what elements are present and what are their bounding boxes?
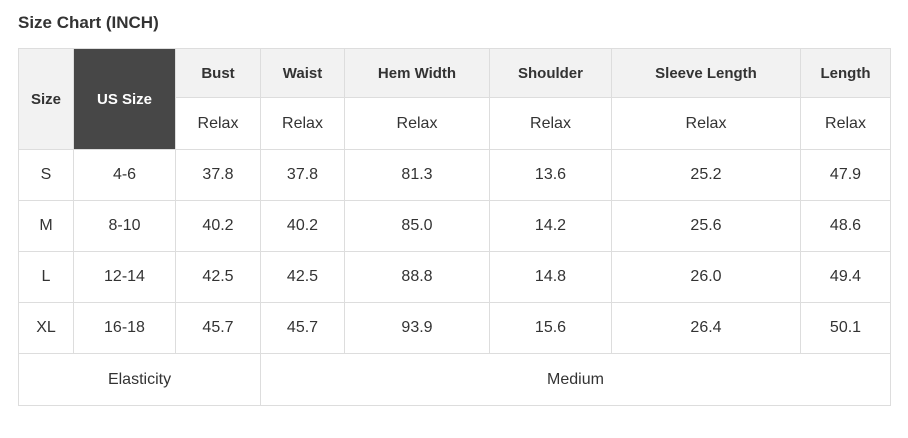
shoulder-cell: 14.2 <box>489 200 612 252</box>
subheader-waist-relax: Relax <box>260 97 345 150</box>
size-chart-table: Size US Size Bust Waist Hem Width Should… <box>18 48 891 406</box>
hem-width-cell: 81.3 <box>344 149 490 201</box>
col-header-waist: Waist <box>260 48 345 98</box>
bust-cell: 45.7 <box>175 302 261 354</box>
waist-cell: 40.2 <box>260 200 345 252</box>
hem-width-cell: 93.9 <box>344 302 490 354</box>
bust-cell: 42.5 <box>175 251 261 303</box>
bust-cell: 37.8 <box>175 149 261 201</box>
shoulder-cell: 15.6 <box>489 302 612 354</box>
table-header-row: Size US Size Bust Waist Hem Width Should… <box>18 48 891 150</box>
us-size-cell: 8-10 <box>73 200 176 252</box>
shoulder-cell: 13.6 <box>489 149 612 201</box>
size-cell: XL <box>18 302 74 354</box>
col-header-us-size: US Size <box>73 48 176 150</box>
col-header-hem-width: Hem Width <box>344 48 490 98</box>
sleeve-length-cell: 26.4 <box>611 302 801 354</box>
subheader-bust-relax: Relax <box>175 97 261 150</box>
waist-cell: 45.7 <box>260 302 345 354</box>
hem-width-cell: 88.8 <box>344 251 490 303</box>
us-size-cell: 16-18 <box>73 302 176 354</box>
elasticity-value: Medium <box>260 353 891 406</box>
sleeve-length-cell: 26.0 <box>611 251 801 303</box>
table-row-m: M 8-10 40.2 40.2 85.0 14.2 25.6 48.6 <box>18 200 891 252</box>
table-row-l: L 12-14 42.5 42.5 88.8 14.8 26.0 49.4 <box>18 251 891 303</box>
table-footer-row: Elasticity Medium <box>18 353 891 406</box>
size-cell: M <box>18 200 74 252</box>
subheader-hem-width-relax: Relax <box>344 97 490 150</box>
elasticity-label: Elasticity <box>18 353 261 406</box>
us-size-cell: 4-6 <box>73 149 176 201</box>
subheader-shoulder-relax: Relax <box>489 97 612 150</box>
col-header-sleeve-length: Sleeve Length <box>611 48 801 98</box>
bust-cell: 40.2 <box>175 200 261 252</box>
length-cell: 48.6 <box>800 200 891 252</box>
waist-cell: 37.8 <box>260 149 345 201</box>
size-cell: L <box>18 251 74 303</box>
col-header-length: Length <box>800 48 891 98</box>
table-row-xl: XL 16-18 45.7 45.7 93.9 15.6 26.4 50.1 <box>18 302 891 354</box>
length-cell: 47.9 <box>800 149 891 201</box>
length-cell: 49.4 <box>800 251 891 303</box>
sleeve-length-cell: 25.2 <box>611 149 801 201</box>
sleeve-length-cell: 25.6 <box>611 200 801 252</box>
col-header-shoulder: Shoulder <box>489 48 612 98</box>
hem-width-cell: 85.0 <box>344 200 490 252</box>
table-subheader-row: Relax Relax Relax Relax Relax Relax <box>19 97 891 150</box>
size-cell: S <box>18 149 74 201</box>
us-size-cell: 12-14 <box>73 251 176 303</box>
subheader-sleeve-length-relax: Relax <box>611 97 801 150</box>
shoulder-cell: 14.8 <box>489 251 612 303</box>
subheader-length-relax: Relax <box>800 97 891 150</box>
col-header-size: Size <box>18 48 74 150</box>
page-title: Size Chart (INCH) <box>18 13 159 32</box>
length-cell: 50.1 <box>800 302 891 354</box>
waist-cell: 42.5 <box>260 251 345 303</box>
table-row-s: S 4-6 37.8 37.8 81.3 13.6 25.2 47.9 <box>18 149 891 201</box>
col-header-bust: Bust <box>175 48 261 98</box>
